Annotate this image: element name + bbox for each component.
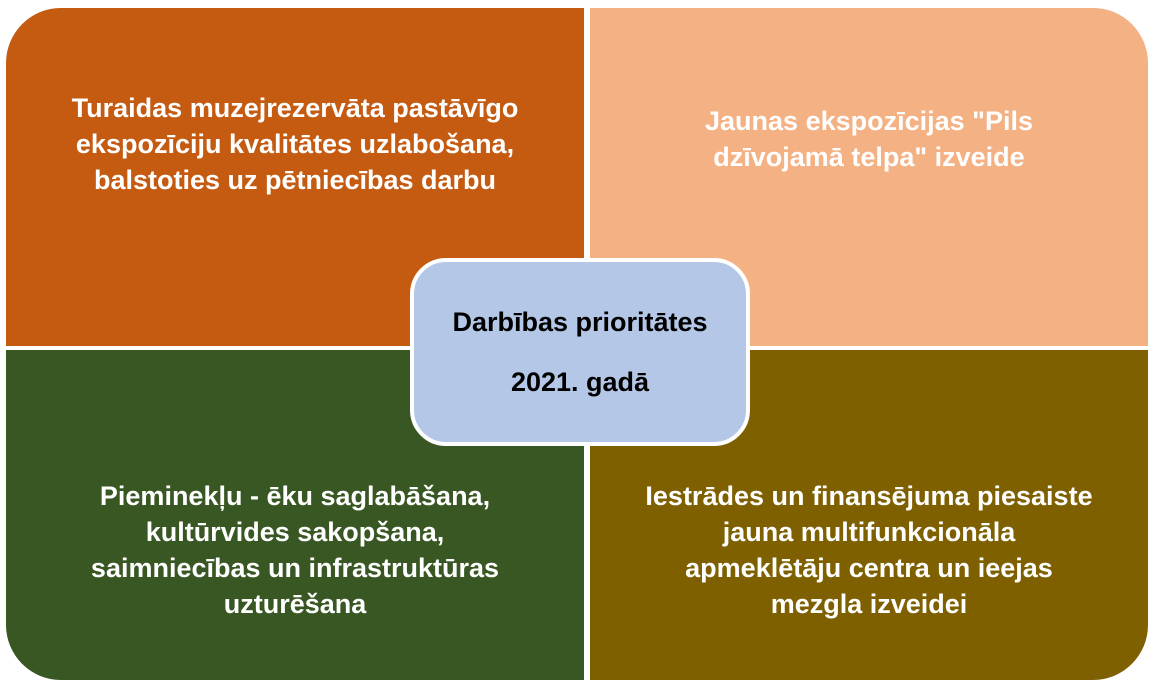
quadrant: Iestrādes un finansējuma piesaiste jauna … xyxy=(590,350,1148,680)
text-line: Jaunas ekspozīcijas "Pils xyxy=(705,106,1033,136)
center-box: Darbības prioritātes 2021. gadā xyxy=(410,258,750,446)
text-line: dzīvojamā telpa" izveide xyxy=(713,142,1025,172)
text-line: Turaidas muzejrezervāta pastāvīgo xyxy=(71,93,519,123)
text-line: mezgla izveidei xyxy=(770,589,968,619)
text-line: kultūrvides sakopšana, xyxy=(145,517,445,547)
text-line: 2021. gadā xyxy=(510,367,650,397)
text-line: balstoties uz pētniecības darbu xyxy=(93,165,497,195)
text-line: Darbības prioritātes xyxy=(452,307,708,337)
text-line: Pieminekļu - ēku saglabāšana, xyxy=(99,481,491,511)
text-line: saimniecības un infrastruktūras xyxy=(90,553,500,583)
text-line: Iestrādes un finansējuma piesaiste xyxy=(645,481,1093,511)
text-line: ekspozīciju kvalitātes uzlabošana, xyxy=(75,129,515,159)
text-line: apmeklētāju centra un ieejas xyxy=(685,553,1053,583)
text-line: uzturēšana xyxy=(223,589,367,619)
text-line: jauna multifunkcionāla xyxy=(722,517,1016,547)
quadrant: Turaidas muzejrezervāta pastāvīgo ekspozī… xyxy=(6,8,584,346)
